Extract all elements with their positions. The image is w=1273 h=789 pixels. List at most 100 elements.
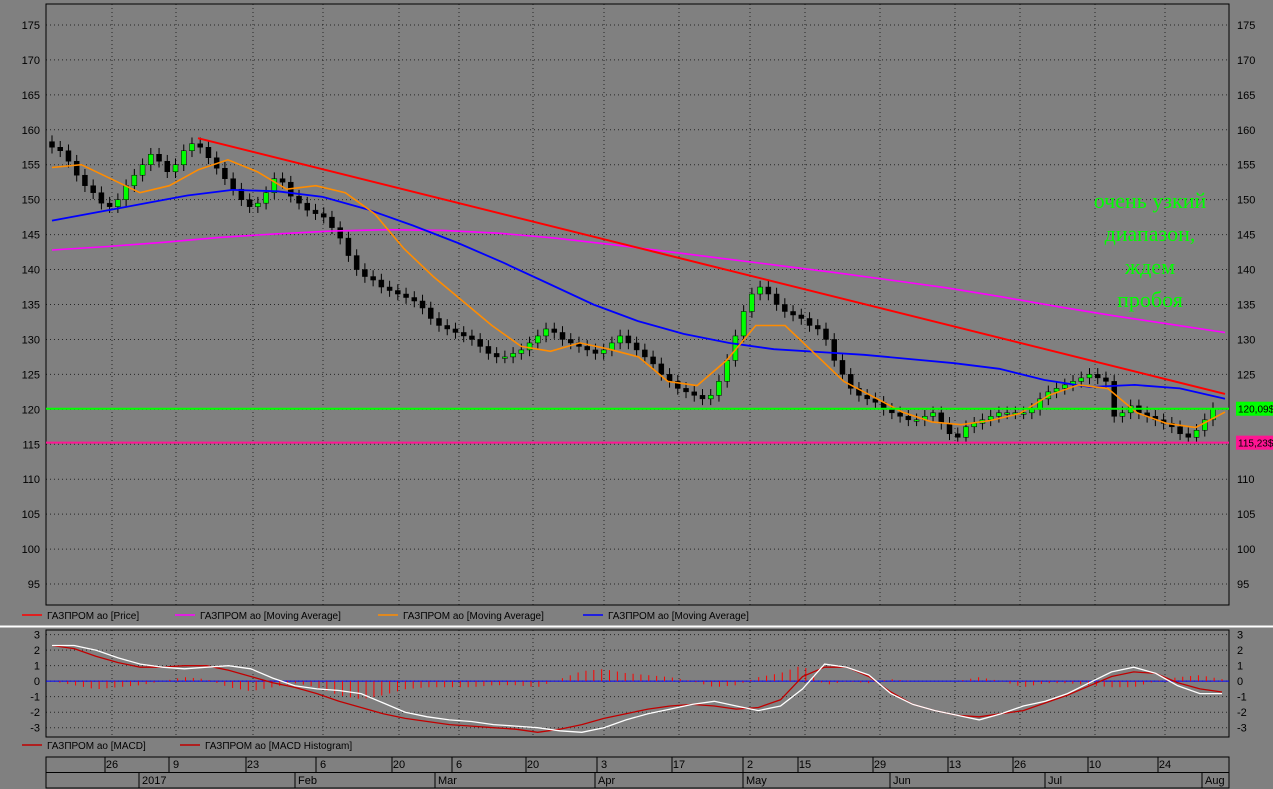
price-tick-left: 155 <box>22 160 40 172</box>
candle-down <box>57 147 63 152</box>
candle-up <box>510 353 516 358</box>
candle-up <box>724 360 730 382</box>
price-legend-item: ГАЗПРОМ ао [Moving Average] <box>608 611 749 622</box>
annotation-line: диапазон, <box>1105 221 1196 246</box>
candle-down <box>370 276 376 281</box>
annotation-text: очень узкий диапазон, ждем пробоя <box>1094 188 1207 312</box>
candle-down <box>864 395 870 400</box>
day-label: 24 <box>1159 759 1171 771</box>
candle-up <box>617 335 623 344</box>
macd-legend-item: ГАЗПРОМ ао [MACD Histogram] <box>205 741 352 752</box>
candle-down <box>411 297 418 302</box>
candle-down <box>477 339 483 347</box>
candle-down <box>345 237 352 256</box>
candle-down <box>1103 377 1109 382</box>
candle-down <box>831 339 837 361</box>
macd-tick-right: 0 <box>1237 676 1243 688</box>
candle-down <box>296 195 302 204</box>
candle-down <box>329 216 335 228</box>
day-label: 17 <box>673 759 685 771</box>
price-tick-left: 95 <box>28 579 40 591</box>
day-label: 15 <box>799 759 811 771</box>
candle-up <box>600 349 607 354</box>
macd-tick-left: 1 <box>34 661 40 673</box>
candle-down <box>856 388 862 396</box>
price-legend-item: ГАЗПРОМ ао [Price] <box>47 611 139 622</box>
candle-down <box>403 293 409 298</box>
price-tick-right: 100 <box>1237 544 1255 556</box>
candle-down <box>675 381 681 389</box>
day-label: 29 <box>874 759 886 771</box>
price-tick-left: 125 <box>22 369 40 381</box>
price-tick-left: 110 <box>22 474 40 486</box>
ma-short-line <box>51 158 1226 429</box>
macd-tick-right: -3 <box>1237 723 1247 735</box>
candle-down <box>164 160 171 172</box>
day-label: 10 <box>1089 759 1101 771</box>
price-tick-right: 105 <box>1237 509 1255 521</box>
month-label: 2017 <box>142 775 166 787</box>
candle-down <box>222 167 228 179</box>
candle-down <box>279 178 286 183</box>
price-tick-left: 150 <box>22 195 40 207</box>
month-label: Jul <box>1048 775 1062 787</box>
candle-down <box>699 395 706 400</box>
candle-up <box>740 311 747 337</box>
candle-down <box>469 335 475 340</box>
day-label: 3 <box>601 759 607 771</box>
candle-up <box>1202 419 1208 431</box>
price-tick-right: 140 <box>1237 265 1255 277</box>
macd-tick-left: 0 <box>34 676 40 688</box>
candle-down <box>73 160 80 176</box>
candle-up <box>535 335 541 344</box>
support-value-marker <box>1236 401 1273 416</box>
candle-down <box>642 349 648 358</box>
candle-up <box>263 192 269 204</box>
candle-down <box>905 416 912 421</box>
low-value-marker <box>1236 435 1273 450</box>
candle-up <box>1119 412 1126 417</box>
macd-tick-right: 2 <box>1237 645 1243 657</box>
candle-down <box>625 335 632 344</box>
macd-tick-left: -1 <box>30 692 40 704</box>
candle-down <box>246 199 253 207</box>
candle-down <box>493 353 500 358</box>
candle-down <box>197 143 203 148</box>
day-label: 6 <box>456 759 462 771</box>
candle-down <box>790 311 796 316</box>
price-tick-left: 175 <box>22 20 40 32</box>
candle-down <box>156 154 162 162</box>
candle-up <box>139 164 146 176</box>
macd-tick-right: -1 <box>1237 692 1247 704</box>
day-label: 20 <box>527 759 539 771</box>
macd-legend-item: ГАЗПРОМ ао [MACD] <box>47 741 146 752</box>
candle-up <box>996 412 1002 417</box>
candle-down <box>633 342 640 351</box>
candle-down <box>444 325 450 330</box>
candle-down <box>98 192 105 204</box>
candle-down <box>320 213 327 218</box>
candle-up <box>913 419 920 422</box>
candle-down <box>90 185 96 193</box>
candle-down <box>386 286 393 291</box>
candle-down <box>567 339 574 344</box>
candle-down <box>683 388 689 393</box>
macd-grid: -3 -3 -2 -2 -1 -1 0 0 1 1 2 2 3 3 <box>30 630 1247 737</box>
day-label: 6 <box>320 759 326 771</box>
month-label: May <box>746 775 767 787</box>
candle-down <box>428 307 434 319</box>
macd-line <box>52 644 1222 733</box>
price-tick-left: 140 <box>22 265 40 277</box>
candle-down <box>798 314 805 319</box>
candle-down <box>839 360 846 375</box>
macd-tick-right: 3 <box>1237 630 1243 642</box>
candle-down <box>395 290 401 295</box>
candle-down <box>773 293 780 305</box>
price-tick-left: 145 <box>22 230 40 242</box>
candle-down <box>897 412 903 417</box>
price-tick-left: 115 <box>22 439 40 451</box>
price-tick-right: 150 <box>1237 195 1255 207</box>
candle-up <box>1004 412 1010 415</box>
ma-mid-line <box>51 188 1226 400</box>
